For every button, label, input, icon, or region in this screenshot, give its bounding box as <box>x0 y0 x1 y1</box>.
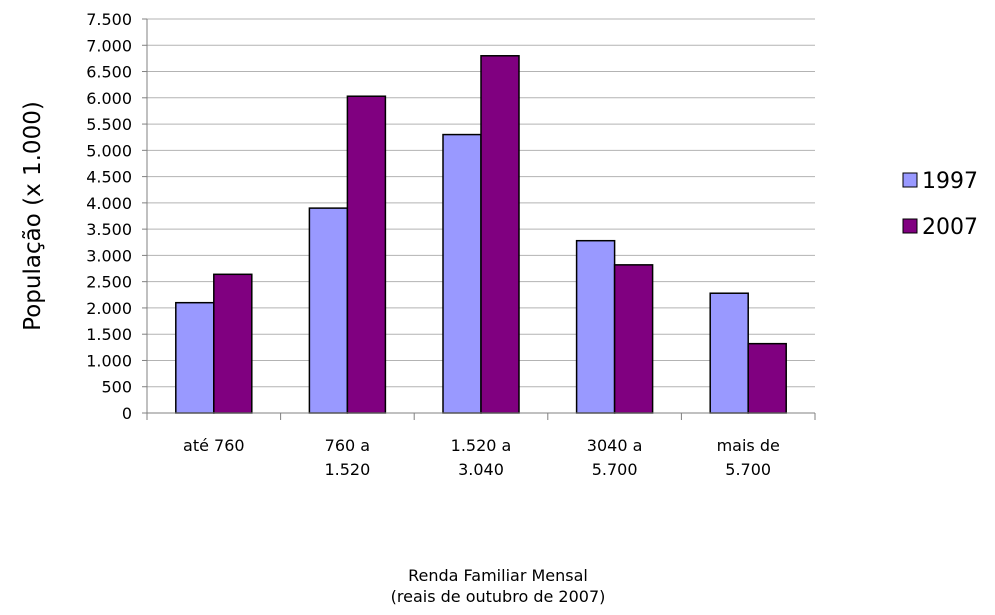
y-tick-labels: 0 500 1.000 1.500 2.000 2.500 3.000 3.500 4.000 4… <box>86 10 132 423</box>
legend-label-2007: 2007 <box>922 215 978 240</box>
y-tick-label: 6.000 <box>86 89 132 108</box>
x-tick-label-line: 760 a <box>325 436 370 455</box>
x-tick-label: até 760 <box>183 436 245 455</box>
bar-2007-1 <box>346 95 387 414</box>
x-tick-label-line: 3.040 <box>458 460 504 479</box>
y-tick-label: 4.000 <box>86 194 132 213</box>
y-tick-label: 500 <box>101 378 132 397</box>
y-tick-label: 2.000 <box>86 299 132 318</box>
y-tick-label: 3.000 <box>86 246 132 265</box>
y-tick-label: 5.000 <box>86 141 132 160</box>
bar-2007-3 <box>613 264 654 414</box>
y-axis-label: População (x 1.000) <box>20 101 46 331</box>
x-tick-label-line: 3040 a <box>587 436 643 455</box>
legend-label-1997: 1997 <box>922 169 978 194</box>
x-tick-label: 760 a 1.520 <box>324 436 370 479</box>
x-tick-label-line: 5.700 <box>592 460 638 479</box>
legend-swatch-1997 <box>902 172 918 188</box>
bar-2007-2 <box>480 55 520 414</box>
x-tick-label: mais de 5.700 <box>717 436 780 479</box>
bar-1997-2 <box>442 133 482 414</box>
y-tick-label: 1.000 <box>86 351 132 370</box>
bar-1997-4 <box>709 292 749 414</box>
bar-1997-0 <box>175 301 215 414</box>
y-tick-label: 3.500 <box>86 220 132 239</box>
x-tick-label-line: 5.700 <box>725 460 771 479</box>
bar-2007-4 <box>747 342 787 414</box>
x-tick-label: 3040 a 5.700 <box>587 436 643 479</box>
x-axis-label-text: Renda Familiar Mensal (reais de outubro d… <box>391 566 606 606</box>
x-tick-label-line: 1.520 <box>324 460 370 479</box>
legend-swatch-2007 <box>902 218 918 234</box>
bars <box>175 55 787 414</box>
y-tick-label: 4.500 <box>86 168 132 187</box>
legend: 1997 2007 <box>902 169 978 240</box>
x-tick-labels: até 760 760 a 1.520 1.520 a 3.040 3040 a 5.700… <box>183 436 780 479</box>
x-axis-label-line: Renda Familiar Mensal <box>408 566 588 585</box>
bar-2007-0 <box>213 273 253 414</box>
x-tick-label-line: mais de <box>717 436 780 455</box>
x-tick-label-line: até 760 <box>183 436 245 455</box>
y-tick-label: 2.500 <box>86 273 132 292</box>
y-tick-label: 0 <box>122 404 132 423</box>
x-axis-label: Renda Familiar Mensal (reais de outubro d… <box>391 566 606 606</box>
y-tick-label: 7.500 <box>86 10 132 29</box>
axes <box>142 18 816 420</box>
x-tick-label: 1.520 a 3.040 <box>451 436 512 479</box>
bar-1997-1 <box>308 207 349 414</box>
y-tick-label: 5.500 <box>86 115 132 134</box>
bar-1997-3 <box>575 239 616 414</box>
x-tick-label-line: 1.520 a <box>451 436 512 455</box>
y-tick-label: 7.000 <box>86 36 132 55</box>
x-axis-label-line: (reais de outubro de 2007) <box>391 587 606 606</box>
y-tick-label: 6.500 <box>86 63 132 82</box>
y-tick-label: 1.500 <box>86 325 132 344</box>
